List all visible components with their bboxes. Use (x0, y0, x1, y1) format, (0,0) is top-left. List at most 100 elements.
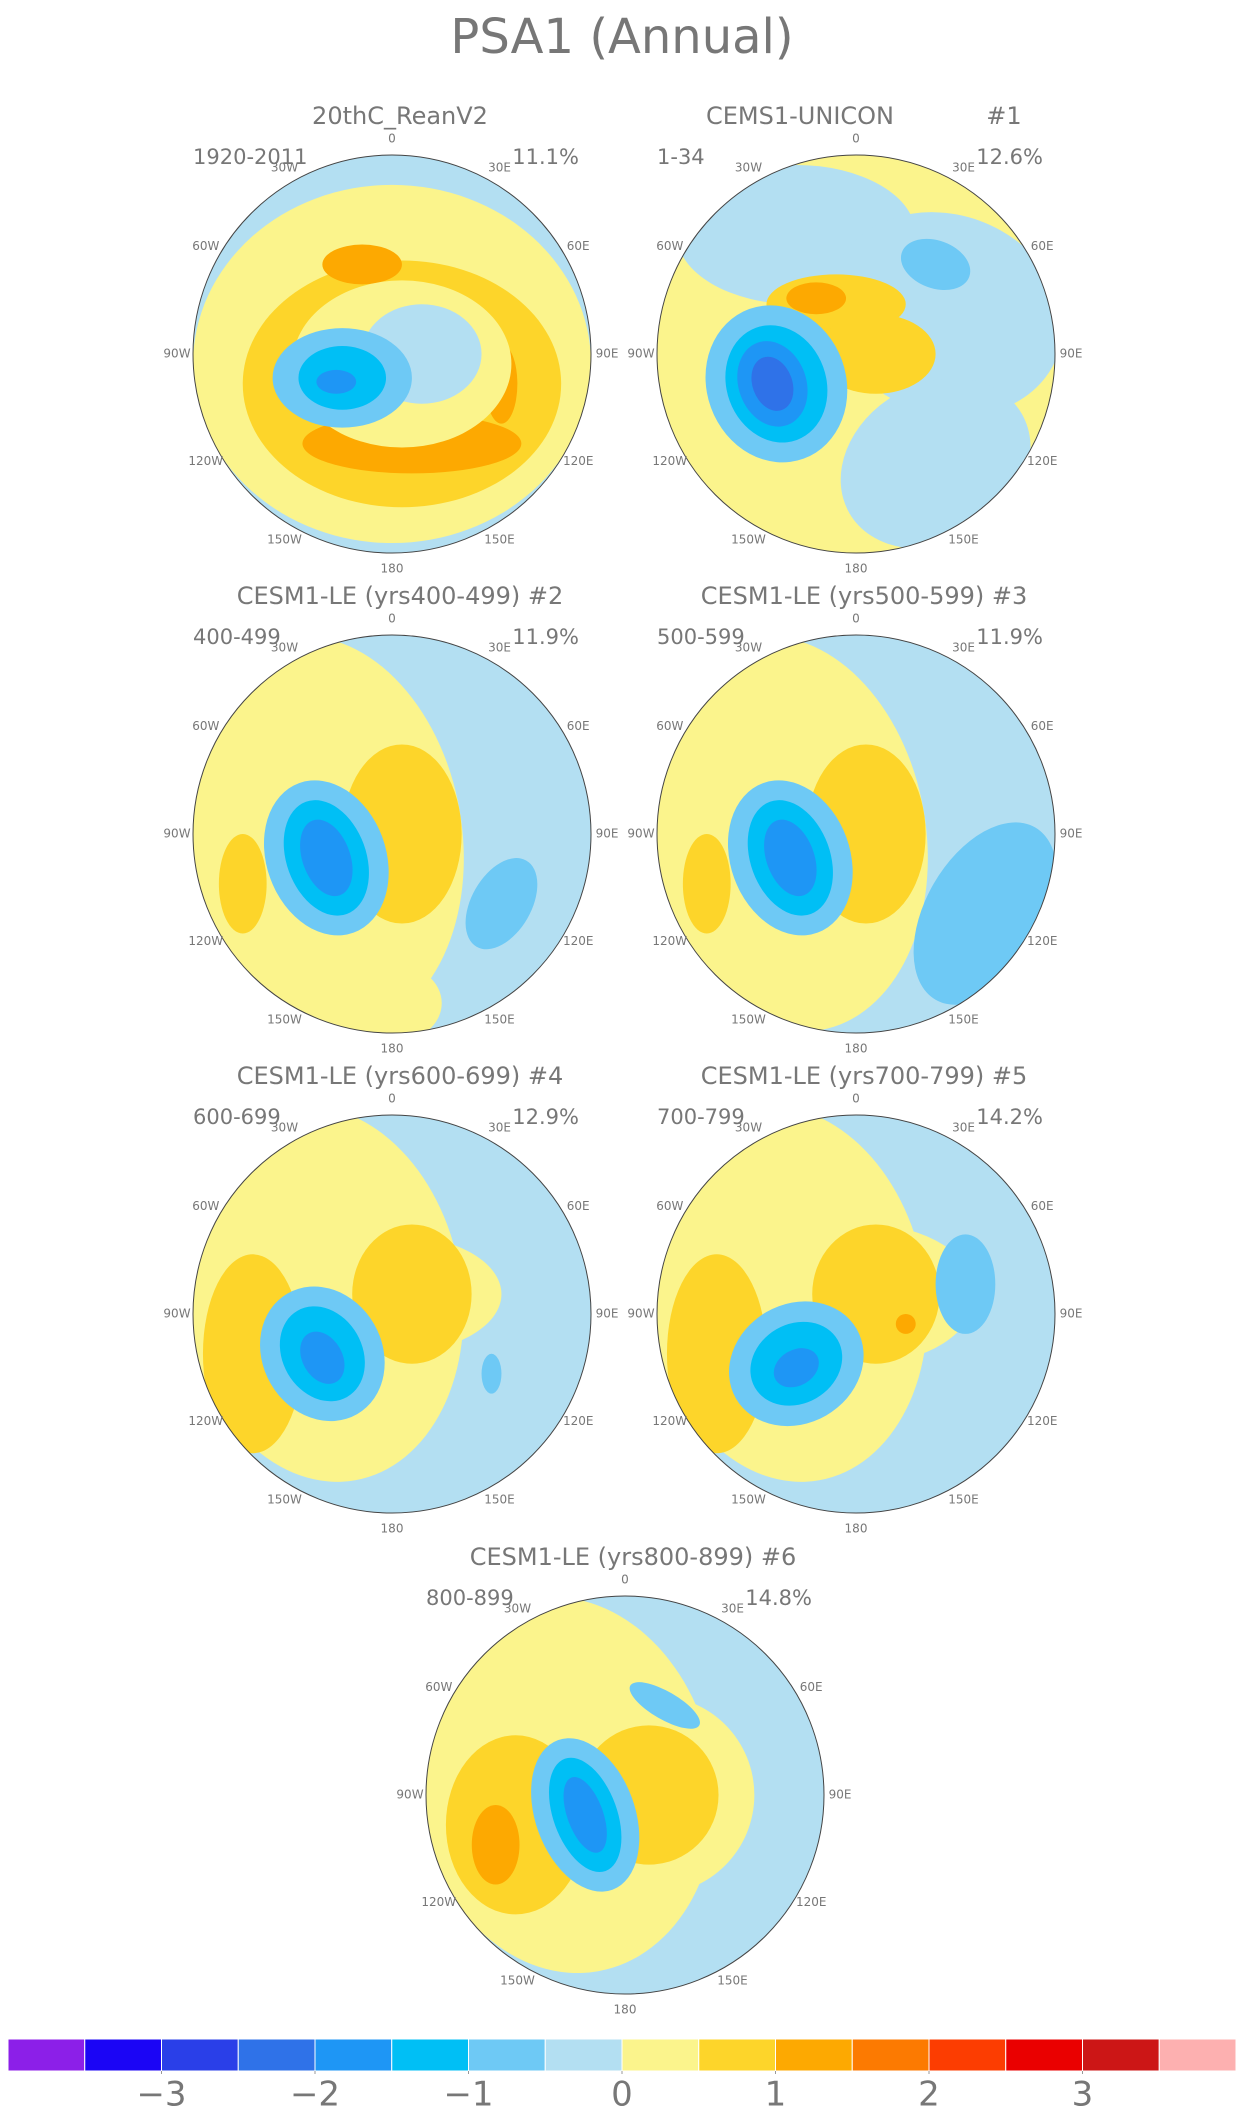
longitude-label: 60W (656, 239, 683, 253)
field-contour (840, 378, 1031, 549)
longitude-label: 180 (845, 1042, 868, 1056)
field-contour (773, 1348, 819, 1388)
longitude-label: 120E (1027, 1414, 1058, 1428)
longitude-label: 60E (1031, 239, 1054, 253)
longitude-label: 30W (735, 640, 762, 654)
longitude-label: 120W (421, 1895, 456, 1909)
colorbar-box (698, 2038, 776, 2072)
colorbar-box (391, 2038, 469, 2072)
longitude-label: 150W (267, 1493, 302, 1507)
field-contour (352, 1224, 472, 1364)
map (657, 155, 1055, 553)
field-contour (895, 1314, 916, 1334)
field-contour (629, 1682, 700, 1729)
longitude-label: 180 (381, 1042, 404, 1056)
longitude-label: 90W (163, 1307, 190, 1321)
colorbar-label: −1 (443, 2075, 493, 2113)
colorbar-label: 3 (1072, 2075, 1094, 2113)
panel-title: CESM1-LE (yrs400-499) #2 (237, 582, 564, 610)
colorbar-label: −2 (290, 2075, 340, 2113)
longitude-label: 60E (567, 719, 590, 733)
variance: 12.6% (976, 145, 1043, 169)
longitude-label: 0 (852, 612, 860, 626)
field-contour (300, 1331, 345, 1384)
map (193, 635, 591, 1033)
longitude-label: 150E (948, 533, 979, 547)
colorbar-label: 2 (918, 2075, 940, 2113)
longitude-label: 90W (163, 827, 190, 841)
panel-title: CESM1-LE (yrs800-899) #6 (470, 1543, 797, 1571)
colorbar-box (1082, 2038, 1160, 2072)
period: 800-899 (426, 1586, 514, 1610)
period: 400-499 (193, 625, 281, 649)
panel-number: #1 (986, 102, 1021, 130)
colorbar-box (7, 2038, 86, 2072)
colorbar-box (84, 2038, 162, 2072)
field-contour (563, 1777, 607, 1853)
map (657, 1115, 1055, 1513)
colorbar-box (1005, 2038, 1083, 2072)
longitude-label: 90W (163, 347, 190, 361)
longitude-label: 60E (800, 1680, 823, 1694)
longitude-label: 120W (188, 454, 223, 468)
longitude-label: 30E (952, 160, 975, 174)
longitude-label: 60W (656, 1199, 683, 1213)
field-contour (816, 314, 936, 394)
colorbar-label: −3 (136, 2075, 186, 2113)
period: 500-599 (657, 625, 745, 649)
longitude-label: 30W (271, 1120, 298, 1134)
colorbar-box (1158, 2038, 1237, 2072)
map-border (192, 1114, 592, 1514)
period: 700-799 (657, 1105, 745, 1129)
longitude-label: 60W (192, 239, 219, 253)
field-contour (900, 238, 971, 291)
field-contour (465, 858, 538, 950)
longitude-label: 150W (500, 1974, 535, 1988)
map (193, 1115, 591, 1513)
longitude-label: 60W (192, 719, 219, 733)
longitude-label: 60E (567, 239, 590, 253)
longitude-label: 90W (396, 1788, 423, 1802)
longitude-label: 120E (1027, 934, 1058, 948)
map-border (656, 154, 1056, 554)
longitude-label: 60W (425, 1680, 452, 1694)
longitude-label: 90E (1060, 1307, 1083, 1321)
longitude-label: 120E (1027, 454, 1058, 468)
longitude-label: 150W (731, 533, 766, 547)
longitude-label: 180 (381, 562, 404, 576)
longitude-label: 90E (596, 827, 619, 841)
longitude-label: 60E (1031, 1199, 1054, 1213)
longitude-label: 150E (948, 1013, 979, 1027)
map-border (425, 1595, 825, 1995)
longitude-label: 30W (735, 160, 762, 174)
longitude-label: 60W (656, 719, 683, 733)
longitude-label: 30E (488, 1120, 511, 1134)
longitude-label: 60E (1031, 719, 1054, 733)
colorbar-label: 0 (611, 2075, 633, 2113)
field-contour (751, 356, 794, 411)
panel-title: CEMS1-UNICON (706, 102, 894, 130)
field-contour (481, 1353, 502, 1394)
variance: 11.9% (512, 625, 579, 649)
longitude-label: 120W (188, 934, 223, 948)
panel-title: 20thC_ReanV2 (312, 102, 488, 130)
map-border (656, 634, 1056, 1034)
field-contour (471, 1804, 520, 1885)
longitude-label: 180 (381, 1522, 404, 1536)
longitude-label: 90E (596, 1307, 619, 1321)
panel-title: CESM1-LE (yrs600-699) #4 (237, 1062, 564, 1090)
longitude-label: 90W (627, 1307, 654, 1321)
colorbar-box (775, 2038, 853, 2072)
map-border (192, 154, 592, 554)
colorbar-box (237, 2038, 316, 2072)
longitude-label: 90W (627, 827, 654, 841)
longitude-label: 120W (652, 454, 687, 468)
map (426, 1596, 824, 1994)
longitude-label: 120E (563, 934, 594, 948)
variance: 14.2% (976, 1105, 1043, 1129)
longitude-label: 0 (852, 1092, 860, 1106)
figure-title: PSA1 (Annual) (450, 9, 793, 65)
field-contour (316, 369, 357, 394)
colorbar-box (544, 2038, 623, 2072)
